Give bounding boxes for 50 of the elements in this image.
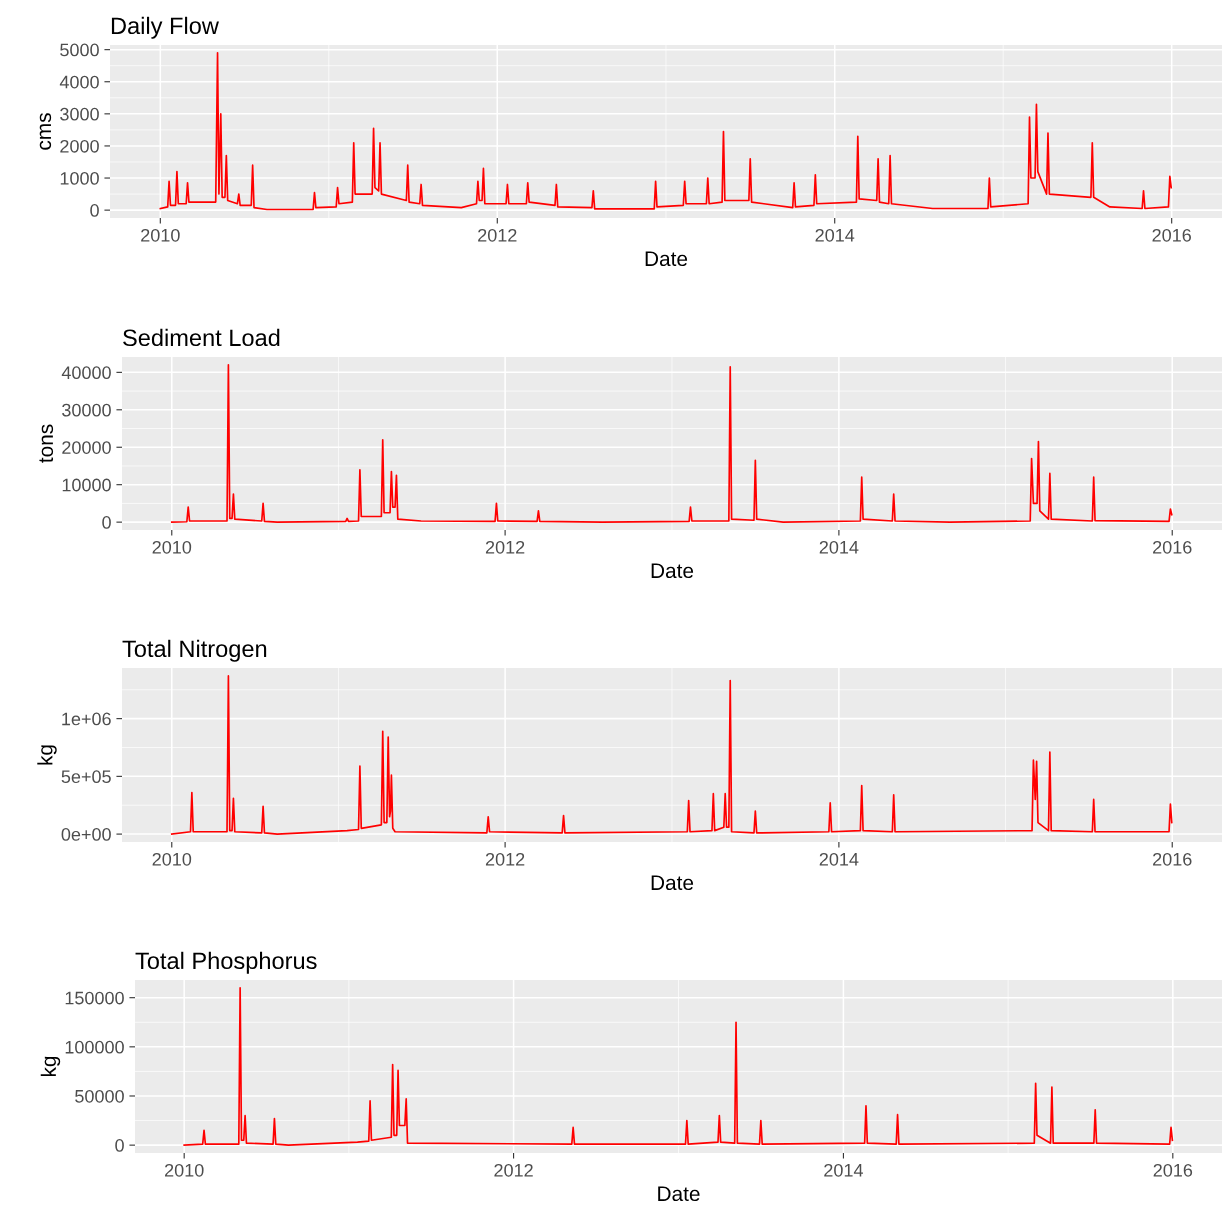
x-tick-label: 2010 [152, 540, 192, 554]
x-tick-label: 2016 [1153, 1163, 1193, 1177]
x-tick-label: 2016 [1153, 852, 1192, 866]
x-tick-label: 2016 [1152, 228, 1191, 242]
line-series [183, 987, 1174, 1146]
y-tick-label: 0 [90, 204, 99, 217]
y-tick-label: 20000 [62, 441, 111, 454]
x-tick-label: 2010 [165, 1163, 204, 1177]
x-tick-label: 2016 [1153, 540, 1192, 554]
y-tick-label: 50000 [75, 1089, 124, 1103]
x-tick-label: 2012 [494, 1163, 533, 1177]
y-tick-label: 100000 [65, 1040, 124, 1054]
x-axis-title: Date [645, 251, 688, 267]
x-tick-label: 2012 [485, 852, 525, 866]
x-tick-label: 2012 [478, 228, 517, 242]
x-axis-title: Date [658, 1186, 700, 1202]
y-tick-label: 3000 [60, 107, 99, 121]
y-tick-label: 1000 [60, 171, 99, 185]
y-tick-label: 30000 [62, 403, 111, 417]
x-axis-title: Date [651, 875, 694, 891]
x-tick-label: 2014 [819, 540, 859, 554]
y-tick-label: 0e+00 [61, 828, 111, 841]
y-tick-label: 4000 [59, 75, 99, 89]
x-tick-label: 2014 [819, 852, 859, 866]
x-tick-label: 2014 [815, 228, 855, 242]
y-tick-label: 2000 [60, 139, 99, 153]
x-tick-label: 2010 [141, 228, 180, 242]
y-tick-label: 0 [102, 516, 111, 529]
y-tick-label: 10000 [62, 478, 111, 492]
y-axis-title: cms [39, 113, 52, 150]
line-series [159, 52, 1173, 211]
line-series [170, 675, 1173, 835]
x-axis-title: Date [651, 563, 694, 579]
line-series [170, 364, 1173, 523]
y-axis-title: kg [40, 1056, 61, 1077]
x-tick-label: 2012 [485, 540, 525, 554]
chart-title: Total Phosphorus [135, 951, 317, 974]
y-tick-label: 0 [115, 1139, 124, 1152]
chart-title: Total Nitrogen [122, 639, 267, 662]
chart-title: Daily Flow [111, 16, 219, 39]
y-tick-label: 1e+06 [62, 712, 111, 726]
y-axis-title: kg [37, 745, 57, 765]
y-tick-label: 5000 [60, 43, 99, 57]
y-tick-label: 5e+05 [61, 770, 111, 784]
y-tick-label: 40000 [61, 366, 111, 380]
y-axis-title: tons [39, 424, 54, 463]
y-tick-label: 150000 [65, 991, 124, 1005]
chart-title: Sediment Load [123, 328, 280, 347]
x-tick-label: 2010 [152, 852, 192, 866]
x-tick-label: 2014 [824, 1163, 863, 1177]
